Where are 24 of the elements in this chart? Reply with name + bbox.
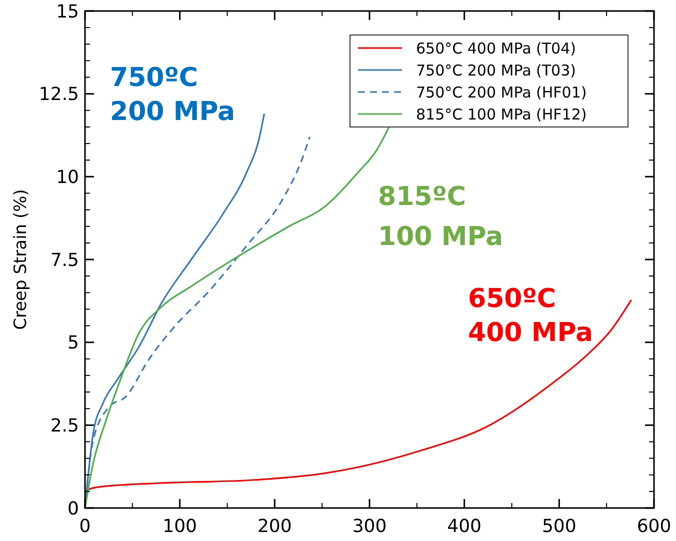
legend-label: 815°C 100 MPa (HF12) [416, 105, 587, 124]
x-tick-label: 600 [636, 516, 672, 537]
y-tick-label: 10 [56, 166, 79, 188]
annotation: 400 MPa [468, 318, 594, 348]
annotation: 650ºC [468, 284, 556, 314]
y-tick-label: 0 [68, 498, 79, 520]
legend-label: 650°C 400 MPa (T04) [416, 39, 576, 58]
y-tick-label: 12.5 [38, 84, 79, 106]
y-axis-title: Creep Strain (%) [11, 189, 31, 330]
annotation: 200 MPa [110, 97, 236, 127]
x-tick-label: 200 [257, 516, 292, 537]
x-tick-label: 300 [352, 516, 387, 537]
legend-label: 750°C 200 MPa (T03) [416, 61, 576, 80]
y-tick-label: 5 [68, 332, 79, 354]
x-tick-label: 400 [447, 516, 482, 537]
legend-label: 750°C 200 MPa (HF01) [416, 83, 587, 102]
annotation: 750ºC [110, 63, 198, 93]
annotation: 100 MPa [378, 222, 504, 252]
y-tick-label: 15 [56, 1, 79, 22]
annotation: 815ºC [378, 182, 466, 212]
x-tick-label: 500 [542, 516, 576, 537]
y-tick-label: 7.5 [50, 250, 79, 271]
y-tick-label: 2.5 [50, 415, 79, 436]
x-tick-label: 100 [162, 516, 198, 537]
